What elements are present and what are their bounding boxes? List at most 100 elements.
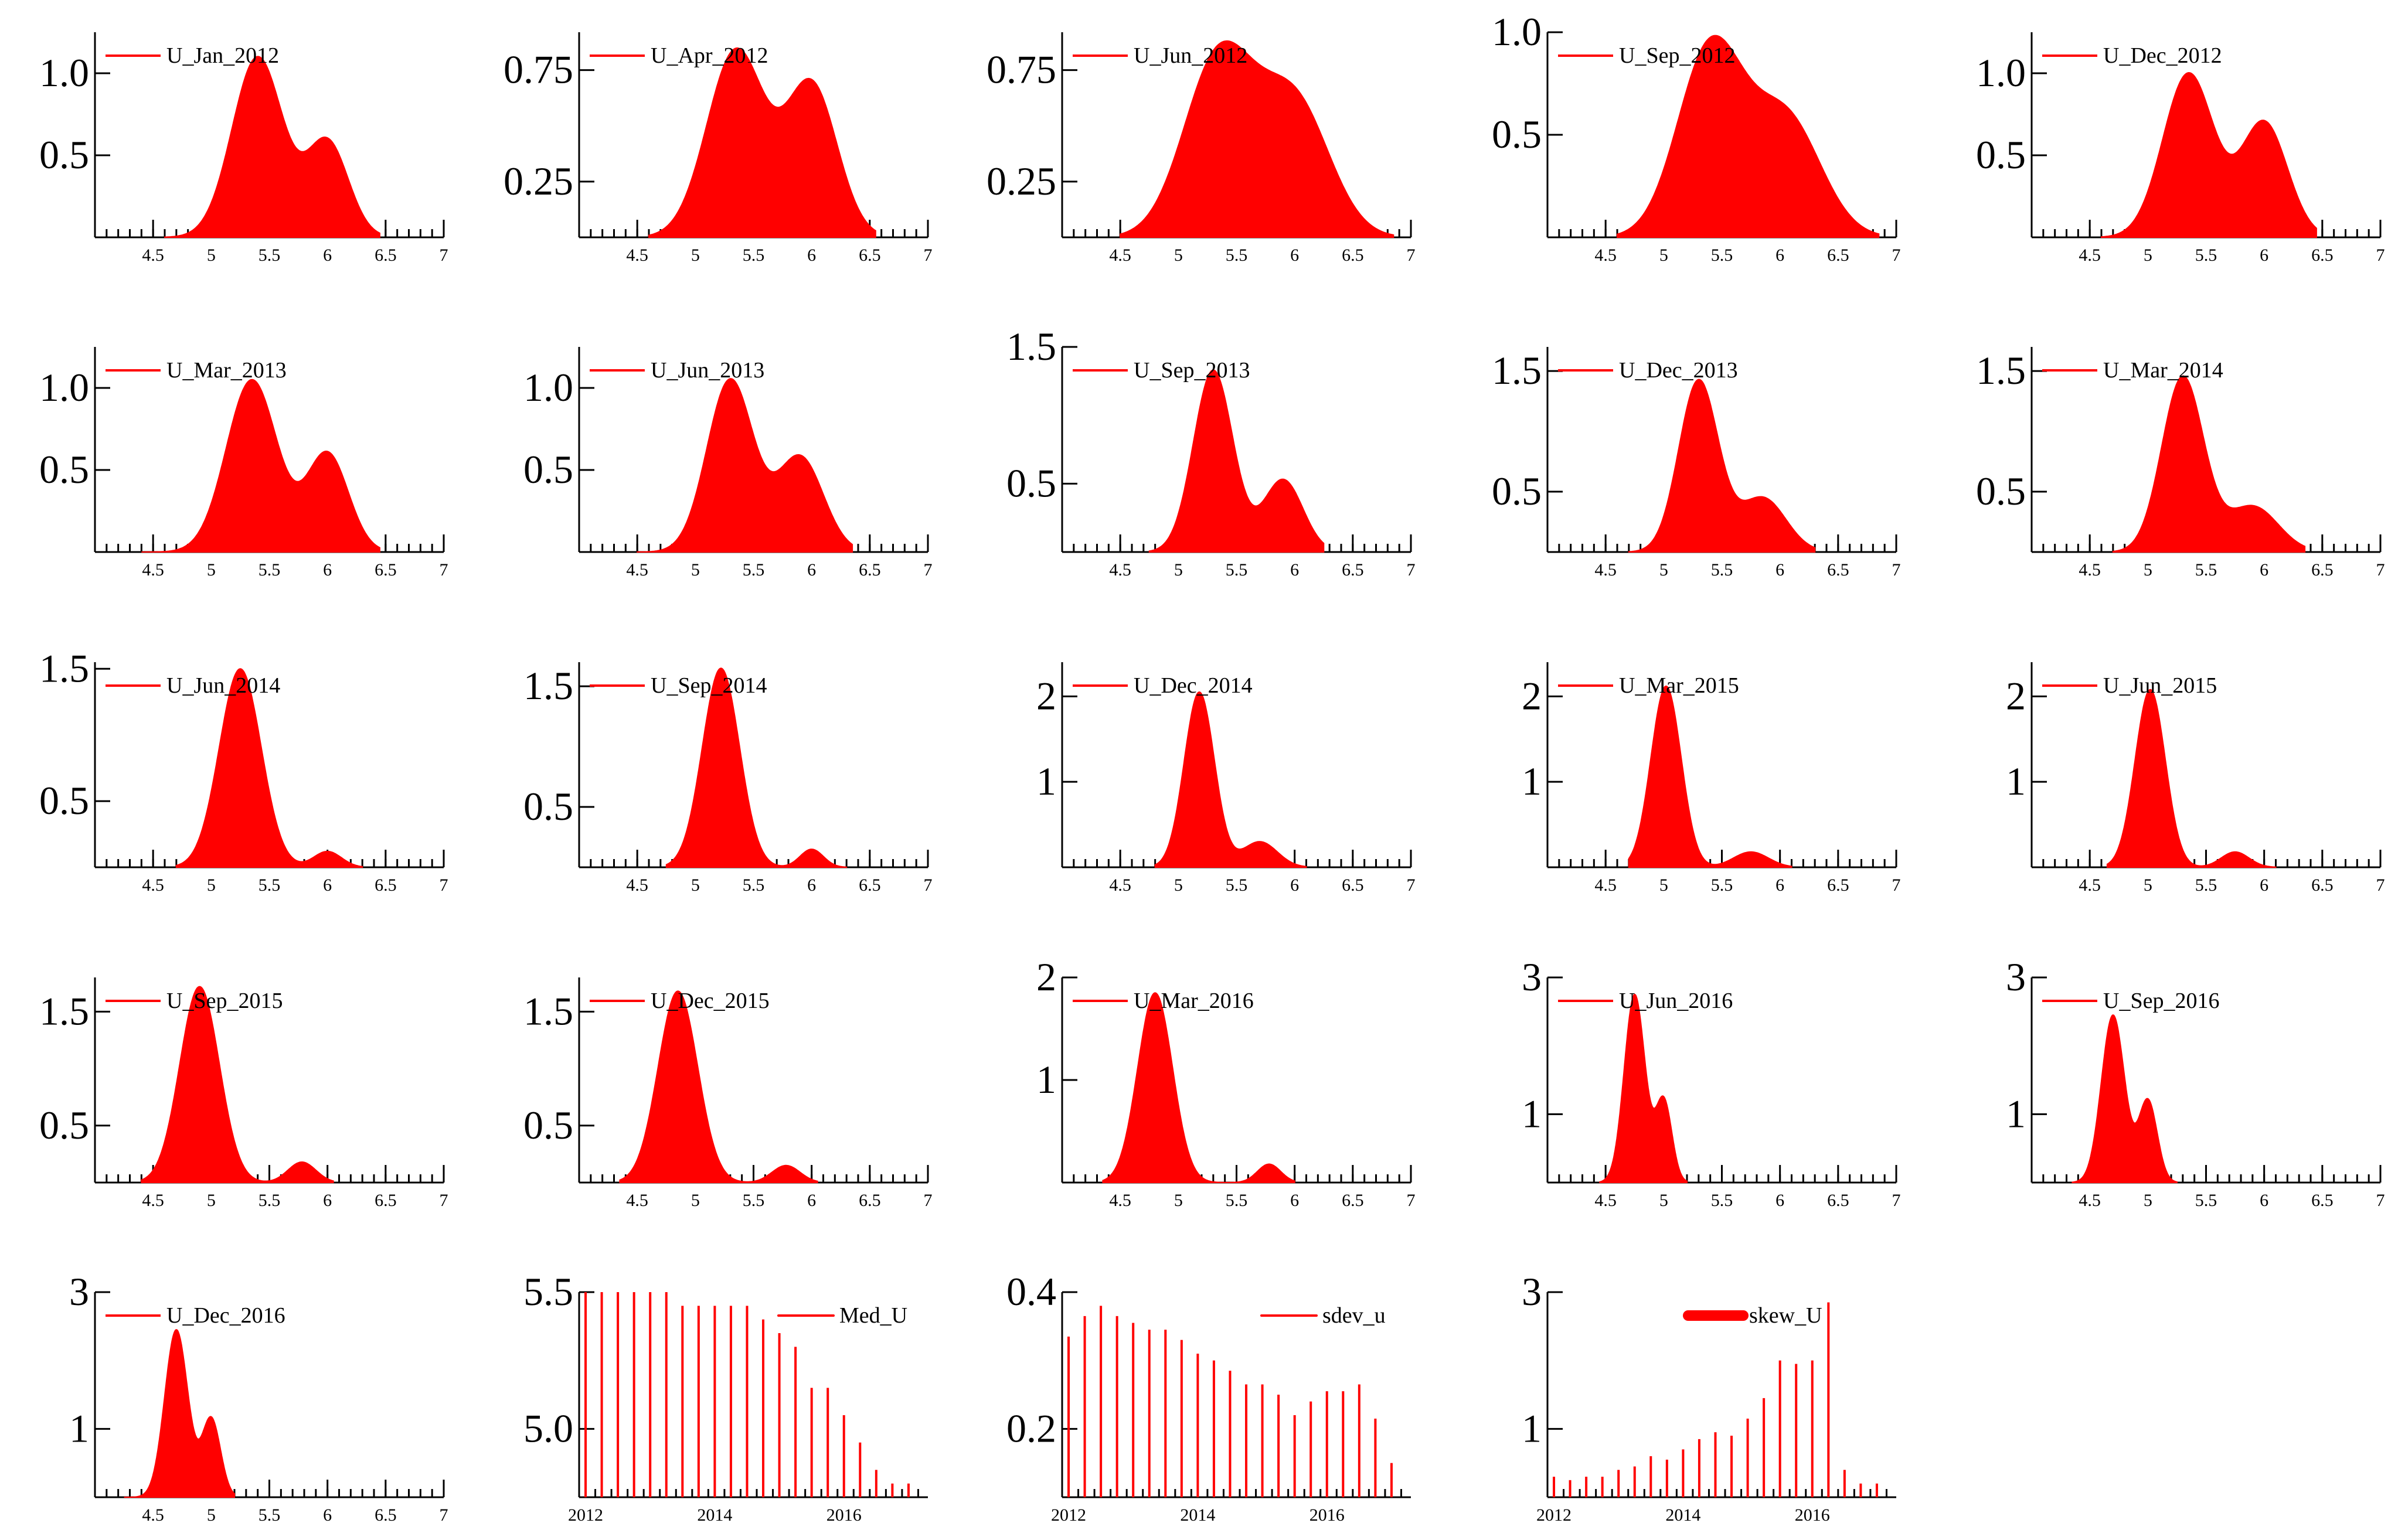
panel-u-jun-2014-xtick-label: 7 <box>440 875 448 895</box>
panel-u-jun-2013-xtick-label: 5.5 <box>743 560 765 580</box>
panel-u-sep-2013-density-area <box>1148 369 1325 553</box>
panel-u-jun-2016: 4.5 5 5.5 6 6.5 7 1 3 U_Jun_2016 <box>1522 955 1901 1210</box>
panel-u-dec-2014-xtick-label: 4.5 <box>1109 875 1131 895</box>
panel-u-dec-2015-xtick-label: 4.5 <box>626 1191 648 1210</box>
panel-med-u-xtick-label: 2016 <box>826 1505 862 1525</box>
panel-u-jun-2016-xtick-label: 6.5 <box>1827 1191 1849 1210</box>
panel-u-dec-2016-xtick-label: 6.5 <box>375 1505 397 1525</box>
panel-u-dec-2016-xtick-label: 6 <box>323 1505 332 1525</box>
panel-u-dec-2014-xtick-label: 6 <box>1290 875 1299 895</box>
panel-u-mar-2014-xtick-label: 5 <box>2144 560 2152 580</box>
panel-u-mar-2013-density-area <box>141 379 380 553</box>
panel-u-dec-2013-ytick-label: 1.5 <box>1492 348 1542 393</box>
panel-u-sep-2014: 4.5 5 5.5 6 6.5 7 0.5 1.5 U_Sep_2014 <box>523 662 933 895</box>
panel-u-apr-2012-xtick-label: 5.5 <box>743 246 765 265</box>
panel-u-mar-2016-xtick-label: 5.5 <box>1226 1191 1248 1210</box>
panel-u-jan-2012-xtick-label: 5 <box>207 246 216 265</box>
panel-u-sep-2016-xtick-label: 5.5 <box>2195 1191 2217 1210</box>
panel-skew-u-xtick-label: 2016 <box>1795 1505 1830 1525</box>
panel-u-dec-2013-ytick-label: 0.5 <box>1492 469 1542 513</box>
panel-u-dec-2014-ytick-label: 1 <box>1036 759 1056 803</box>
panel-u-dec-2012-ytick-label: 1.0 <box>1976 50 2026 95</box>
panel-u-apr-2012: 4.5 5 5.5 6 6.5 7 0.25 0.75 U_Apr_2012 <box>504 32 933 265</box>
panel-u-mar-2016-xtick-label: 6.5 <box>1342 1191 1364 1210</box>
panel-u-jan-2012-xtick-label: 6 <box>323 246 332 265</box>
panel-u-jun-2016-xtick-label: 4.5 <box>1594 1191 1617 1210</box>
panel-u-dec-2013-xtick-label: 6.5 <box>1827 560 1849 580</box>
panel-u-dec-2012: 4.5 5 5.5 6 6.5 7 0.5 1.0 U_Dec_2012 <box>1976 32 2385 265</box>
panel-u-jun-2012-xtick-label: 4.5 <box>1109 246 1131 265</box>
panel-u-dec-2012-xtick-label: 6 <box>2260 246 2268 265</box>
panel-u-jun-2015: 4.5 5 5.5 6 6.5 7 1 2 U_Jun_2015 <box>2006 662 2385 895</box>
panel-u-dec-2014-xtick-label: 6.5 <box>1342 875 1364 895</box>
panel-u-jun-2016-density-area <box>1599 993 1688 1183</box>
panel-sdev-u-ytick-label: 0.4 <box>1006 1269 1056 1314</box>
panel-u-sep-2013-xtick-label: 5 <box>1174 560 1183 580</box>
panel-med-u-ytick-label: 5.5 <box>523 1269 573 1314</box>
panel-u-jun-2016-ytick-label: 3 <box>1522 955 1542 999</box>
panel-u-sep-2016-ytick-label: 3 <box>2006 955 2026 999</box>
panel-u-dec-2015-xtick-label: 6 <box>807 1191 816 1210</box>
panel-u-mar-2016-xtick-label: 5 <box>1174 1191 1183 1210</box>
panel-u-jun-2014: 4.5 5 5.5 6 6.5 7 0.5 1.5 U_Jun_2014 <box>39 646 448 895</box>
panel-u-mar-2016-legend-label: U_Mar_2016 <box>1134 989 1254 1013</box>
panel-skew-u-xtick-label: 2012 <box>1536 1505 1572 1525</box>
panel-u-sep-2014-xtick-label: 5.5 <box>743 875 765 895</box>
panel-u-sep-2013-xtick-label: 5.5 <box>1226 560 1248 580</box>
panel-sdev-u-legend-label: sdev_u <box>1322 1303 1386 1328</box>
panel-u-jun-2013-xtick-label: 6.5 <box>859 560 881 580</box>
panel-u-jun-2012-ytick-label: 0.25 <box>987 159 1056 203</box>
panel-u-mar-2015: 4.5 5 5.5 6 6.5 7 1 2 U_Mar_2015 <box>1522 662 1901 895</box>
panel-u-sep-2014-xtick-label: 6.5 <box>859 875 881 895</box>
panel-u-jan-2012: 4.5 5 5.5 6 6.5 7 0.5 1.0 U_Jan_2012 <box>39 32 448 265</box>
panel-u-dec-2012-xtick-label: 7 <box>2376 246 2385 265</box>
panel-u-jun-2012-xtick-label: 6.5 <box>1342 246 1364 265</box>
panel-u-dec-2014-xtick-label: 5 <box>1174 875 1183 895</box>
panel-u-jun-2016-ytick-label: 1 <box>1522 1091 1542 1136</box>
panel-u-jun-2014-ytick-label: 1.5 <box>39 646 89 690</box>
panel-u-jun-2013-xtick-label: 7 <box>924 560 933 580</box>
panel-u-dec-2015: 4.5 5 5.5 6 6.5 7 0.5 1.5 U_Dec_2015 <box>523 977 933 1210</box>
panel-u-apr-2012-xtick-label: 4.5 <box>626 246 648 265</box>
panel-u-jun-2012-xtick-label: 5 <box>1174 246 1183 265</box>
panel-u-dec-2012-legend-label: U_Dec_2012 <box>2103 43 2222 68</box>
panel-u-jun-2013-xtick-label: 5 <box>691 560 700 580</box>
panel-u-jun-2015-xtick-label: 5 <box>2144 875 2152 895</box>
panel-med-u-xtick-label: 2012 <box>568 1505 603 1525</box>
panel-u-jun-2012-xtick-label: 6 <box>1290 246 1299 265</box>
panel-u-jan-2012-xtick-label: 4.5 <box>142 246 164 265</box>
panel-u-sep-2012-xtick-label: 6.5 <box>1827 246 1849 265</box>
panel-u-sep-2015-xtick-label: 5.5 <box>258 1191 281 1210</box>
panel-u-dec-2012-xtick-label: 6.5 <box>2311 246 2334 265</box>
panel-skew-u-legend-label: skew_U <box>1749 1303 1822 1328</box>
panel-u-dec-2015-xtick-label: 6.5 <box>859 1191 881 1210</box>
panel-u-mar-2014-xtick-label: 6 <box>2260 560 2268 580</box>
panel-u-jun-2015-ytick-label: 2 <box>2006 673 2026 718</box>
panel-u-dec-2016-density-area <box>124 1329 235 1498</box>
panel-u-jun-2014-xtick-label: 5.5 <box>258 875 281 895</box>
panel-u-sep-2016: 4.5 5 5.5 6 6.5 7 1 3 U_Sep_2016 <box>2006 955 2385 1210</box>
panel-u-jun-2016-xtick-label: 6 <box>1775 1191 1784 1210</box>
panel-u-dec-2016: 4.5 5 5.5 6 6.5 7 1 3 U_Dec_2016 <box>69 1269 448 1525</box>
panel-u-sep-2015: 4.5 5 5.5 6 6.5 7 0.5 1.5 U_Sep_2015 <box>39 977 448 1210</box>
panel-u-apr-2012-xtick-label: 7 <box>924 246 933 265</box>
panel-u-jun-2015-xtick-label: 4.5 <box>2079 875 2101 895</box>
panel-u-dec-2013-xtick-label: 4.5 <box>1594 560 1617 580</box>
panel-u-jun-2013-ytick-label: 0.5 <box>523 447 573 492</box>
panel-u-dec-2016-xtick-label: 4.5 <box>142 1505 164 1525</box>
panel-u-mar-2013-xtick-label: 6.5 <box>375 560 397 580</box>
panel-u-jun-2015-density-area <box>2106 689 2277 868</box>
panel-u-sep-2015-legend-label: U_Sep_2015 <box>166 989 283 1013</box>
panel-u-sep-2014-xtick-label: 4.5 <box>626 875 648 895</box>
panel-u-mar-2016-xtick-label: 6 <box>1290 1191 1299 1210</box>
panel-u-sep-2013-legend-label: U_Sep_2013 <box>1134 358 1250 383</box>
panel-u-mar-2016-density-area <box>1102 992 1295 1183</box>
panel-u-jun-2013: 4.5 5 5.5 6 6.5 7 0.5 1.0 U_Jun_2013 <box>523 347 933 580</box>
panel-u-sep-2013-xtick-label: 6.5 <box>1342 560 1364 580</box>
panel-sdev-u: 2012 2014 2016 0.2 0.4 sdev_u <box>1006 1269 1411 1525</box>
panel-u-mar-2016-xtick-label: 7 <box>1407 1191 1416 1210</box>
panel-u-sep-2012-xtick-label: 5.5 <box>1711 246 1733 265</box>
panel-u-jun-2013-density-area <box>637 378 853 553</box>
panel-u-mar-2013-ytick-label: 0.5 <box>39 447 89 492</box>
panel-u-mar-2015-ytick-label: 2 <box>1522 673 1542 718</box>
